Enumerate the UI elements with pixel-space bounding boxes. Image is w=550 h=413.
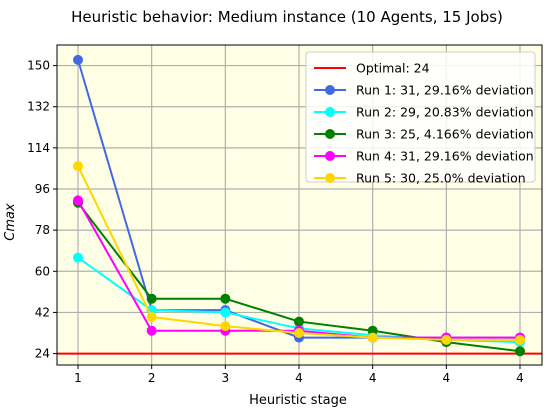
data-point [220, 293, 231, 304]
data-point [294, 316, 304, 327]
x-axis-label: Heuristic stage [249, 393, 347, 408]
legend-marker [325, 107, 335, 117]
data-point [367, 332, 378, 343]
legend-marker [325, 85, 335, 95]
legend-marker [325, 129, 335, 139]
y-tick-label: 114 [27, 141, 50, 155]
x-tick-label: 4 [295, 371, 303, 385]
data-point [146, 293, 157, 304]
data-point [146, 325, 157, 336]
x-tick-label: 3 [222, 371, 230, 385]
data-point [73, 54, 83, 65]
x-tick-label: 1 [74, 371, 82, 385]
data-point [146, 312, 157, 322]
data-point [73, 195, 83, 206]
series-layer [73, 54, 525, 357]
legend-label: Run 3: 25, 4.166% deviation [356, 127, 534, 142]
legend-label: Run 4: 31, 29.16% deviation [356, 149, 534, 164]
data-point [515, 334, 525, 345]
data-point [73, 252, 83, 263]
legend-label: Run 2: 29, 20.83% deviation [356, 105, 534, 120]
x-tick-label: 4 [369, 371, 377, 385]
y-tick-label: 96 [35, 182, 50, 196]
data-point [515, 346, 525, 357]
legend-box [305, 51, 536, 183]
y-tick-label: 150 [27, 59, 50, 73]
legend-marker [325, 151, 335, 161]
series-run-5 [73, 161, 525, 345]
data-point [220, 321, 231, 332]
data-point [441, 334, 452, 345]
y-tick-label: 60 [35, 264, 50, 278]
data-point [367, 325, 378, 336]
y-tick-label: 132 [27, 100, 50, 114]
legend-label: Optimal: 24 [356, 61, 430, 76]
chart-title: Heuristic behavior: Medium instance (10 … [71, 8, 503, 26]
legend-label: Run 1: 31, 29.16% deviation [356, 83, 534, 98]
x-tick-label: 4 [516, 371, 524, 385]
y-axis-ticks: 24 42 60 78 96 114 132 150 [27, 59, 57, 361]
data-point [73, 161, 83, 172]
x-tick-label: 4 [443, 371, 451, 385]
data-point [294, 328, 304, 338]
x-tick-label: 2 [148, 371, 156, 385]
y-axis-label: Cmax [3, 203, 18, 241]
x-axis-ticks: 1 2 3 4 4 4 4 [74, 365, 524, 385]
legend-marker [325, 173, 335, 183]
legend: Optimal: 24 Run 1: 31, 29.16% deviation Ru… [305, 51, 536, 186]
legend-label: Run 5: 30, 25.0% deviation [356, 171, 526, 186]
y-tick-label: 78 [35, 223, 50, 237]
data-point [220, 307, 231, 318]
y-tick-label: 42 [35, 305, 50, 319]
y-tick-label: 24 [35, 347, 50, 361]
